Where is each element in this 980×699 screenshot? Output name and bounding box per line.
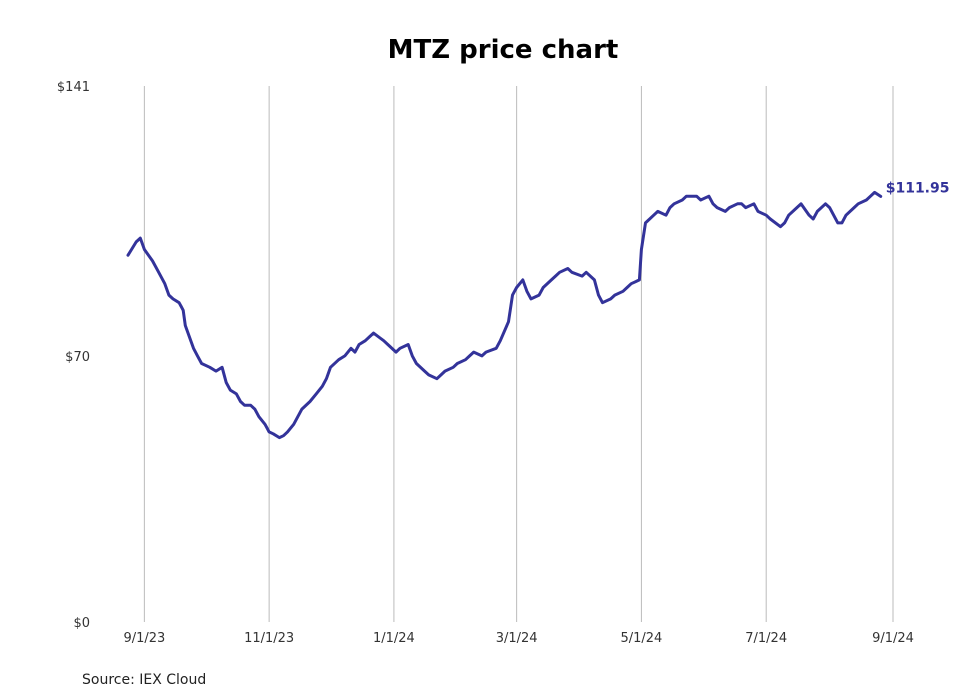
x-tick-label: 3/1/24 <box>496 631 538 646</box>
chart-title: MTZ price chart <box>388 35 619 65</box>
source-note: Source: IEX Cloud <box>82 672 206 688</box>
last-price-label: $111.95 <box>886 180 950 196</box>
y-axis: $0 $70 $141 <box>57 80 90 631</box>
y-tick-label: $70 <box>65 350 90 365</box>
vertical-gridlines <box>143 86 894 622</box>
x-tick-label: 11/1/23 <box>244 631 294 646</box>
y-tick-label: $0 <box>73 616 90 631</box>
x-tick-label: 9/1/23 <box>123 631 165 646</box>
x-tick-label: 1/1/24 <box>373 631 415 646</box>
series-line-price <box>126 190 883 440</box>
x-tick-label: 5/1/24 <box>620 631 662 646</box>
x-tick-label: 9/1/24 <box>872 631 914 646</box>
y-tick-label: $141 <box>57 80 90 95</box>
x-tick-label: 7/1/24 <box>745 631 787 646</box>
x-axis: 9/1/23 11/1/23 1/1/24 3/1/24 5/1/24 7/1/24 9/1… <box>123 631 913 646</box>
